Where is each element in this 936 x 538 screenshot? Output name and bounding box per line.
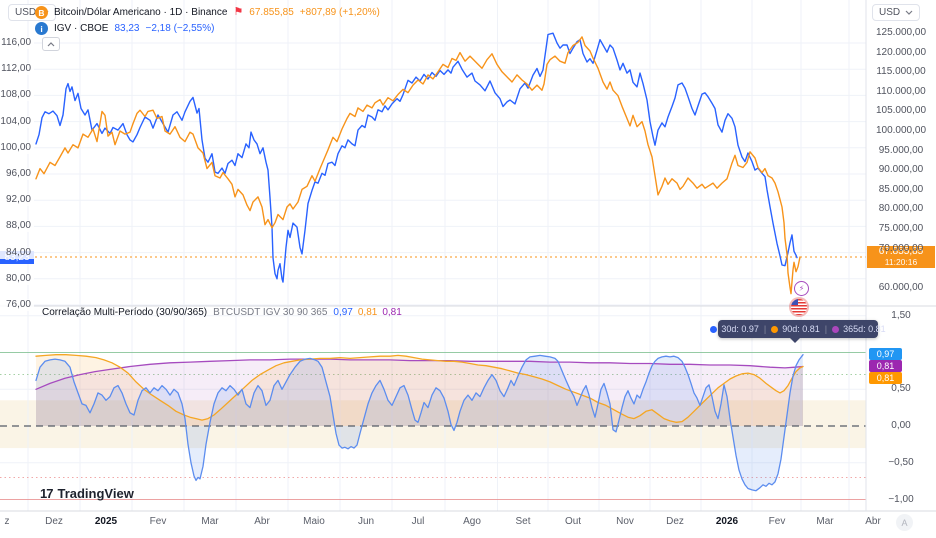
time-axis-tick: z bbox=[4, 516, 10, 527]
left-axis-tick: 100,00 bbox=[0, 142, 34, 154]
time-axis-tick: 2025 bbox=[94, 516, 118, 527]
right-scale-currency-button[interactable]: USD bbox=[872, 4, 921, 21]
right-axis-tick: 115.000,00 bbox=[876, 66, 926, 77]
main-symbol-change: +807,89 (+1,20%) bbox=[299, 7, 380, 18]
bitcoin-icon: B bbox=[35, 6, 48, 19]
left-axis-tick: 88,00 bbox=[0, 220, 34, 232]
correlation-axis-badge: 0,81 bbox=[869, 360, 902, 372]
correlation-indicator-legend[interactable]: Correlação Multi-Período (30/90/365) BTC… bbox=[42, 307, 407, 318]
tooltip-separator: | bbox=[763, 324, 767, 334]
left-axis-tick: 92,00 bbox=[0, 194, 34, 206]
right-axis-tick: 90.000,00 bbox=[878, 164, 924, 175]
series-dot-icon bbox=[832, 325, 840, 333]
chevron-up-icon bbox=[47, 41, 55, 47]
tradingview-logo[interactable]: 17 TradingView bbox=[40, 486, 134, 501]
legend-collapse-button[interactable] bbox=[42, 37, 60, 51]
left-axis-tick: 112,00 bbox=[0, 63, 34, 75]
correlation-axis-tick: −1,00 bbox=[888, 494, 914, 505]
time-axis-tick: Abr bbox=[254, 516, 270, 527]
right-axis-tick: 75.000,00 bbox=[878, 223, 924, 234]
chevron-down-icon bbox=[905, 10, 913, 15]
time-axis-tick: Jun bbox=[357, 516, 375, 527]
time-axis-tick: Out bbox=[564, 516, 582, 527]
time-axis-tick: Mar bbox=[816, 516, 834, 527]
tooltip-separator: | bbox=[824, 324, 828, 334]
compare-symbol-legend[interactable]: i IGV · CBOE 83,23 −2,18 (−2,55%) bbox=[35, 22, 214, 35]
left-axis-tick: 84,00 bbox=[0, 247, 34, 259]
right-axis-tick: 85.000,00 bbox=[878, 184, 924, 195]
tooltip-value: 365d: 0.81 bbox=[843, 324, 886, 334]
right-axis-tick: 60.000,00 bbox=[878, 282, 924, 293]
time-axis-tick: Fev bbox=[768, 516, 786, 527]
compare-symbol-change: −2,18 (−2,55%) bbox=[145, 23, 215, 34]
time-axis-tick: Fev bbox=[149, 516, 167, 527]
correlation-legend-title: Correlação Multi-Período (30/90/365) bbox=[42, 307, 208, 318]
correlation-value: 0,97 bbox=[333, 307, 353, 318]
correlation-axis-tick: 0,50 bbox=[891, 383, 911, 394]
time-axis-tick: Dez bbox=[45, 516, 63, 527]
left-axis-tick: 116,00 bbox=[0, 37, 34, 49]
right-axis-tick: 105.000,00 bbox=[875, 105, 927, 116]
correlation-axis-badge: 0,97 bbox=[869, 348, 902, 360]
right-axis-tick: 100.000,00 bbox=[875, 125, 927, 136]
right-axis-tick: 120.000,00 bbox=[875, 47, 927, 58]
right-scale-currency-label: USD bbox=[879, 7, 901, 18]
right-axis-tick: 95.000,00 bbox=[878, 145, 924, 156]
left-axis-tick: 76,00 bbox=[0, 299, 34, 311]
crypto-event-icon[interactable]: ⚡ bbox=[794, 281, 809, 296]
main-symbol-title: Bitcoin/Dólar Americano · 1D · Binance bbox=[54, 7, 228, 18]
main-symbol-legend[interactable]: B Bitcoin/Dólar Americano · 1D · Binance… bbox=[35, 6, 380, 19]
left-axis-tick: 96,00 bbox=[0, 168, 34, 180]
compare-symbol-price: 83,23 bbox=[114, 23, 140, 34]
correlation-axis-tick: 1,50 bbox=[891, 310, 911, 321]
corner-a-button[interactable]: A bbox=[896, 514, 913, 531]
right-axis-tick: 125.000,00 bbox=[875, 27, 927, 38]
igv-icon: i bbox=[35, 22, 48, 35]
btc-price-marker: 67.855,85 11:20:16 bbox=[867, 246, 935, 268]
left-axis-tick: 104,00 bbox=[0, 116, 34, 128]
correlation-legend-values: 0,97 0,81 0,81 bbox=[333, 307, 406, 318]
flag-icon[interactable]: ⚑ bbox=[233, 6, 244, 18]
time-axis-tick: Jul bbox=[411, 516, 425, 527]
time-axis-tick: Abr bbox=[865, 516, 881, 527]
correlation-axis-tick: −0,50 bbox=[888, 457, 914, 468]
correlation-value: 0,81 bbox=[357, 307, 378, 318]
tooltip-value: 90d: 0.81 bbox=[782, 324, 820, 334]
tradingview-logo-text: TradingView bbox=[57, 486, 134, 501]
left-scale-currency-label: USD bbox=[15, 7, 37, 18]
time-axis-tick: 2026 bbox=[715, 516, 739, 527]
correlation-axis-badge: 0,81 bbox=[869, 371, 902, 384]
time-axis-tick: Mar bbox=[201, 516, 219, 527]
time-axis-tick: Ago bbox=[463, 516, 481, 527]
compare-symbol-title: IGV · CBOE bbox=[54, 23, 109, 34]
time-axis-tick: Dez bbox=[666, 516, 684, 527]
right-axis-tick: 70.000,00 bbox=[878, 243, 924, 254]
tradingview-logo-icon: 17 bbox=[40, 486, 54, 501]
series-dot-icon bbox=[771, 325, 779, 333]
right-axis-tick: 80.000,00 bbox=[878, 203, 924, 214]
time-axis-tick: Set bbox=[515, 516, 531, 527]
correlation-axis-tick: 0,00 bbox=[891, 420, 911, 431]
correlation-legend-params: BTCUSDT IGV 30 90 365 bbox=[213, 307, 328, 318]
us-economic-event-icon[interactable] bbox=[791, 299, 807, 315]
series-dot-icon bbox=[710, 325, 718, 333]
right-axis-tick: 110.000,00 bbox=[876, 86, 926, 97]
tooltip-value: 30d: 0.97 bbox=[721, 324, 759, 334]
left-axis-tick: 80,00 bbox=[0, 273, 34, 285]
time-axis-tick: Maio bbox=[303, 516, 325, 527]
left-axis-tick: 108,00 bbox=[0, 89, 34, 101]
time-axis-tick: Nov bbox=[616, 516, 634, 527]
main-symbol-price: 67.855,85 bbox=[249, 7, 294, 18]
correlation-tooltip: 30d: 0.97 | 90d: 0.81 | 365d: 0.81 bbox=[710, 320, 886, 343]
correlation-value: 0,81 bbox=[382, 307, 402, 318]
